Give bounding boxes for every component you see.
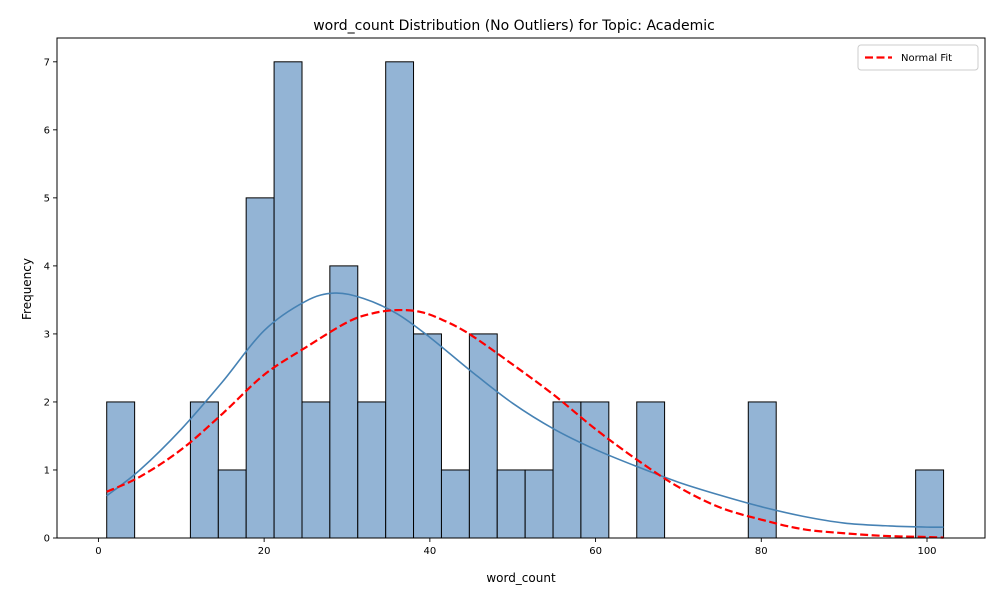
normal-fit-line <box>106 308 944 539</box>
x-tick-label-80: 80 <box>755 546 768 557</box>
x-tick-label-60: 60 <box>589 546 602 557</box>
y-tick-label-1: 1 <box>44 465 50 476</box>
histogram-bar-13 <box>440 469 470 539</box>
y-axis: 0 1 2 3 4 5 6 7 <box>44 57 57 545</box>
histogram-bar-10 <box>357 401 387 539</box>
y-tick-label-5: 5 <box>44 193 50 204</box>
y-tick-label-3: 3 <box>44 329 50 340</box>
y-tick-label-6: 6 <box>44 125 50 136</box>
histogram-bar-14 <box>468 333 498 539</box>
legend: Normal Fit <box>857 44 979 71</box>
kde-line <box>106 292 944 529</box>
plot-area <box>56 37 986 539</box>
histogram-bar-6 <box>245 197 275 539</box>
histogram-bar-9 <box>329 265 359 539</box>
legend-label-normal-fit: Normal Fit <box>901 53 952 64</box>
histogram-bar-11 <box>385 61 415 539</box>
x-tick-label-0: 0 <box>95 546 101 557</box>
histogram-bar-15 <box>496 469 526 539</box>
histogram-bar-7 <box>273 61 303 539</box>
histogram-bar-8 <box>301 401 331 539</box>
y-axis-label: Frequency <box>20 258 34 320</box>
y-tick-label-2: 2 <box>44 397 50 408</box>
x-axis-label: word_count <box>486 571 556 585</box>
y-tick-label-4: 4 <box>44 261 50 272</box>
x-tick-label-20: 20 <box>258 546 271 557</box>
chart-title: word_count Distribution (No Outliers) fo… <box>313 18 715 34</box>
x-tick-label-40: 40 <box>423 546 436 557</box>
histogram-bar-24 <box>747 401 777 539</box>
x-axis: 0 20 40 60 80 100 <box>95 538 937 557</box>
y-tick-label-7: 7 <box>44 57 50 68</box>
histogram-bar-12 <box>413 333 442 539</box>
legend-box <box>857 44 979 71</box>
y-tick-label-0: 0 <box>44 534 50 545</box>
histogram-bar-18 <box>580 401 610 539</box>
histogram-bar-1 <box>106 401 136 539</box>
axes-frame <box>56 37 986 539</box>
histogram-bar-16 <box>524 469 554 539</box>
histogram-bar-5 <box>217 469 247 539</box>
x-tick-label-100: 100 <box>917 546 936 557</box>
histogram-bar-17 <box>552 401 582 539</box>
